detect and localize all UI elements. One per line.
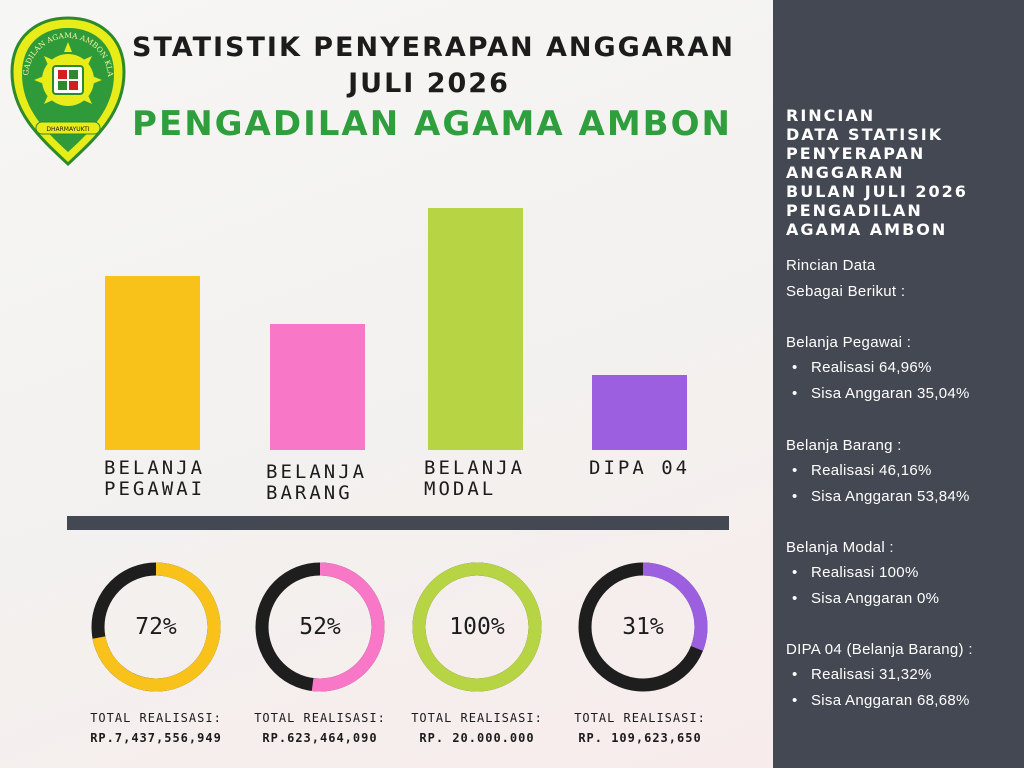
donut-modal: 100% [411, 561, 543, 693]
sidebar-list-item: Sisa Anggaran 35,04% [792, 385, 969, 402]
donut-dipa: 31% [577, 561, 709, 693]
bar-pegawai [105, 275, 200, 450]
donut-pegawai: 72% [90, 561, 222, 693]
sidebar-list-item-text: Sisa Anggaran 35,04% [811, 385, 970, 402]
donut-barang: 52% [254, 561, 386, 693]
donut-percent-barang: 52% [299, 614, 341, 640]
bar-label-barang: BELANJA BARANG [266, 461, 368, 504]
sidebar-list-item-text: Realisasi 100% [811, 564, 919, 581]
donut-arc-dipa [578, 562, 708, 692]
bar-label-modal: BELANJA MODAL [424, 457, 526, 500]
bar-dipa [592, 374, 687, 450]
donut-arc-barang [255, 562, 385, 692]
bar-label-pegawai: BELANJA PEGAWAI [104, 457, 206, 500]
sidebar-list-item: Realisasi 100% [792, 564, 918, 581]
total-realisasi-value-barang: RP.623,464,090 [262, 731, 378, 745]
total-realisasi-value-modal: RP. 20.000.000 [419, 731, 535, 745]
sidebar-list-item-text: Sisa Anggaran 68,68% [811, 692, 970, 709]
total-realisasi-label-modal: TOTAL REALISASI: [411, 711, 543, 725]
sidebar-list-item: Sisa Anggaran 53,84% [792, 488, 969, 505]
sidebar-list-item-text: Sisa Anggaran 53,84% [811, 488, 970, 505]
donut-arc-modal [412, 562, 542, 692]
sidebar-list-item: Realisasi 64,96% [792, 359, 931, 376]
sidebar-list-item: Realisasi 46,16% [792, 462, 931, 479]
sidebar-title: RINCIAN DATA STATISIK PENYERAPAN ANGGARA… [786, 106, 968, 239]
page-title: STATISTIK PENYERAPAN ANGGARAN [132, 32, 735, 63]
sidebar-section-heading: DIPA 04 (Belanja Barang) : [786, 641, 973, 658]
bar-barang [270, 324, 365, 450]
donut-arc-pegawai [91, 562, 221, 692]
total-realisasi-label-pegawai: TOTAL REALISASI: [90, 711, 222, 725]
court-logo: DHARMAYUKTI PENGADILAN AGAMA AMBON KLAS … [2, 5, 130, 170]
sidebar-list-item-text: Realisasi 64,96% [811, 359, 932, 376]
total-realisasi-value-pegawai: RP.7,437,556,949 [90, 731, 222, 745]
donut-percent-pegawai: 72% [135, 614, 177, 640]
sidebar-list-item: Sisa Anggaran 68,68% [792, 692, 969, 709]
total-realisasi-value-dipa: RP. 109,623,650 [578, 731, 702, 745]
bar-label-dipa: DIPA 04 [589, 457, 691, 479]
section-divider [67, 516, 729, 530]
donut-percent-dipa: 31% [622, 614, 664, 640]
total-realisasi-label-barang: TOTAL REALISASI: [254, 711, 386, 725]
page-subtitle-institution: PENGADILAN AGAMA AMBON [132, 104, 732, 144]
sidebar-section-heading: Belanja Barang : [786, 437, 902, 454]
sidebar-list-item: Sisa Anggaran 0% [792, 590, 939, 607]
sidebar-list-item-text: Realisasi 46,16% [811, 462, 932, 479]
page-subtitle-period: JULI 2026 [348, 68, 510, 99]
sidebar-section-heading: Belanja Modal : [786, 539, 894, 556]
sidebar-list-item-text: Sisa Anggaran 0% [811, 590, 940, 607]
sidebar-intro-line2: Sebagai Berikut : [786, 283, 906, 300]
sidebar-panel [773, 0, 1024, 768]
donut-percent-modal: 100% [449, 614, 505, 640]
bar-modal [428, 208, 523, 450]
sidebar-section-heading: Belanja Pegawai : [786, 334, 912, 351]
logo-motto: DHARMAYUKTI [46, 126, 89, 133]
total-realisasi-label-dipa: TOTAL REALISASI: [574, 711, 706, 725]
sidebar-intro-line1: Rincian Data [786, 257, 876, 274]
sidebar-list-item-text: Realisasi 31,32% [811, 666, 932, 683]
sidebar-list-item: Realisasi 31,32% [792, 666, 931, 683]
